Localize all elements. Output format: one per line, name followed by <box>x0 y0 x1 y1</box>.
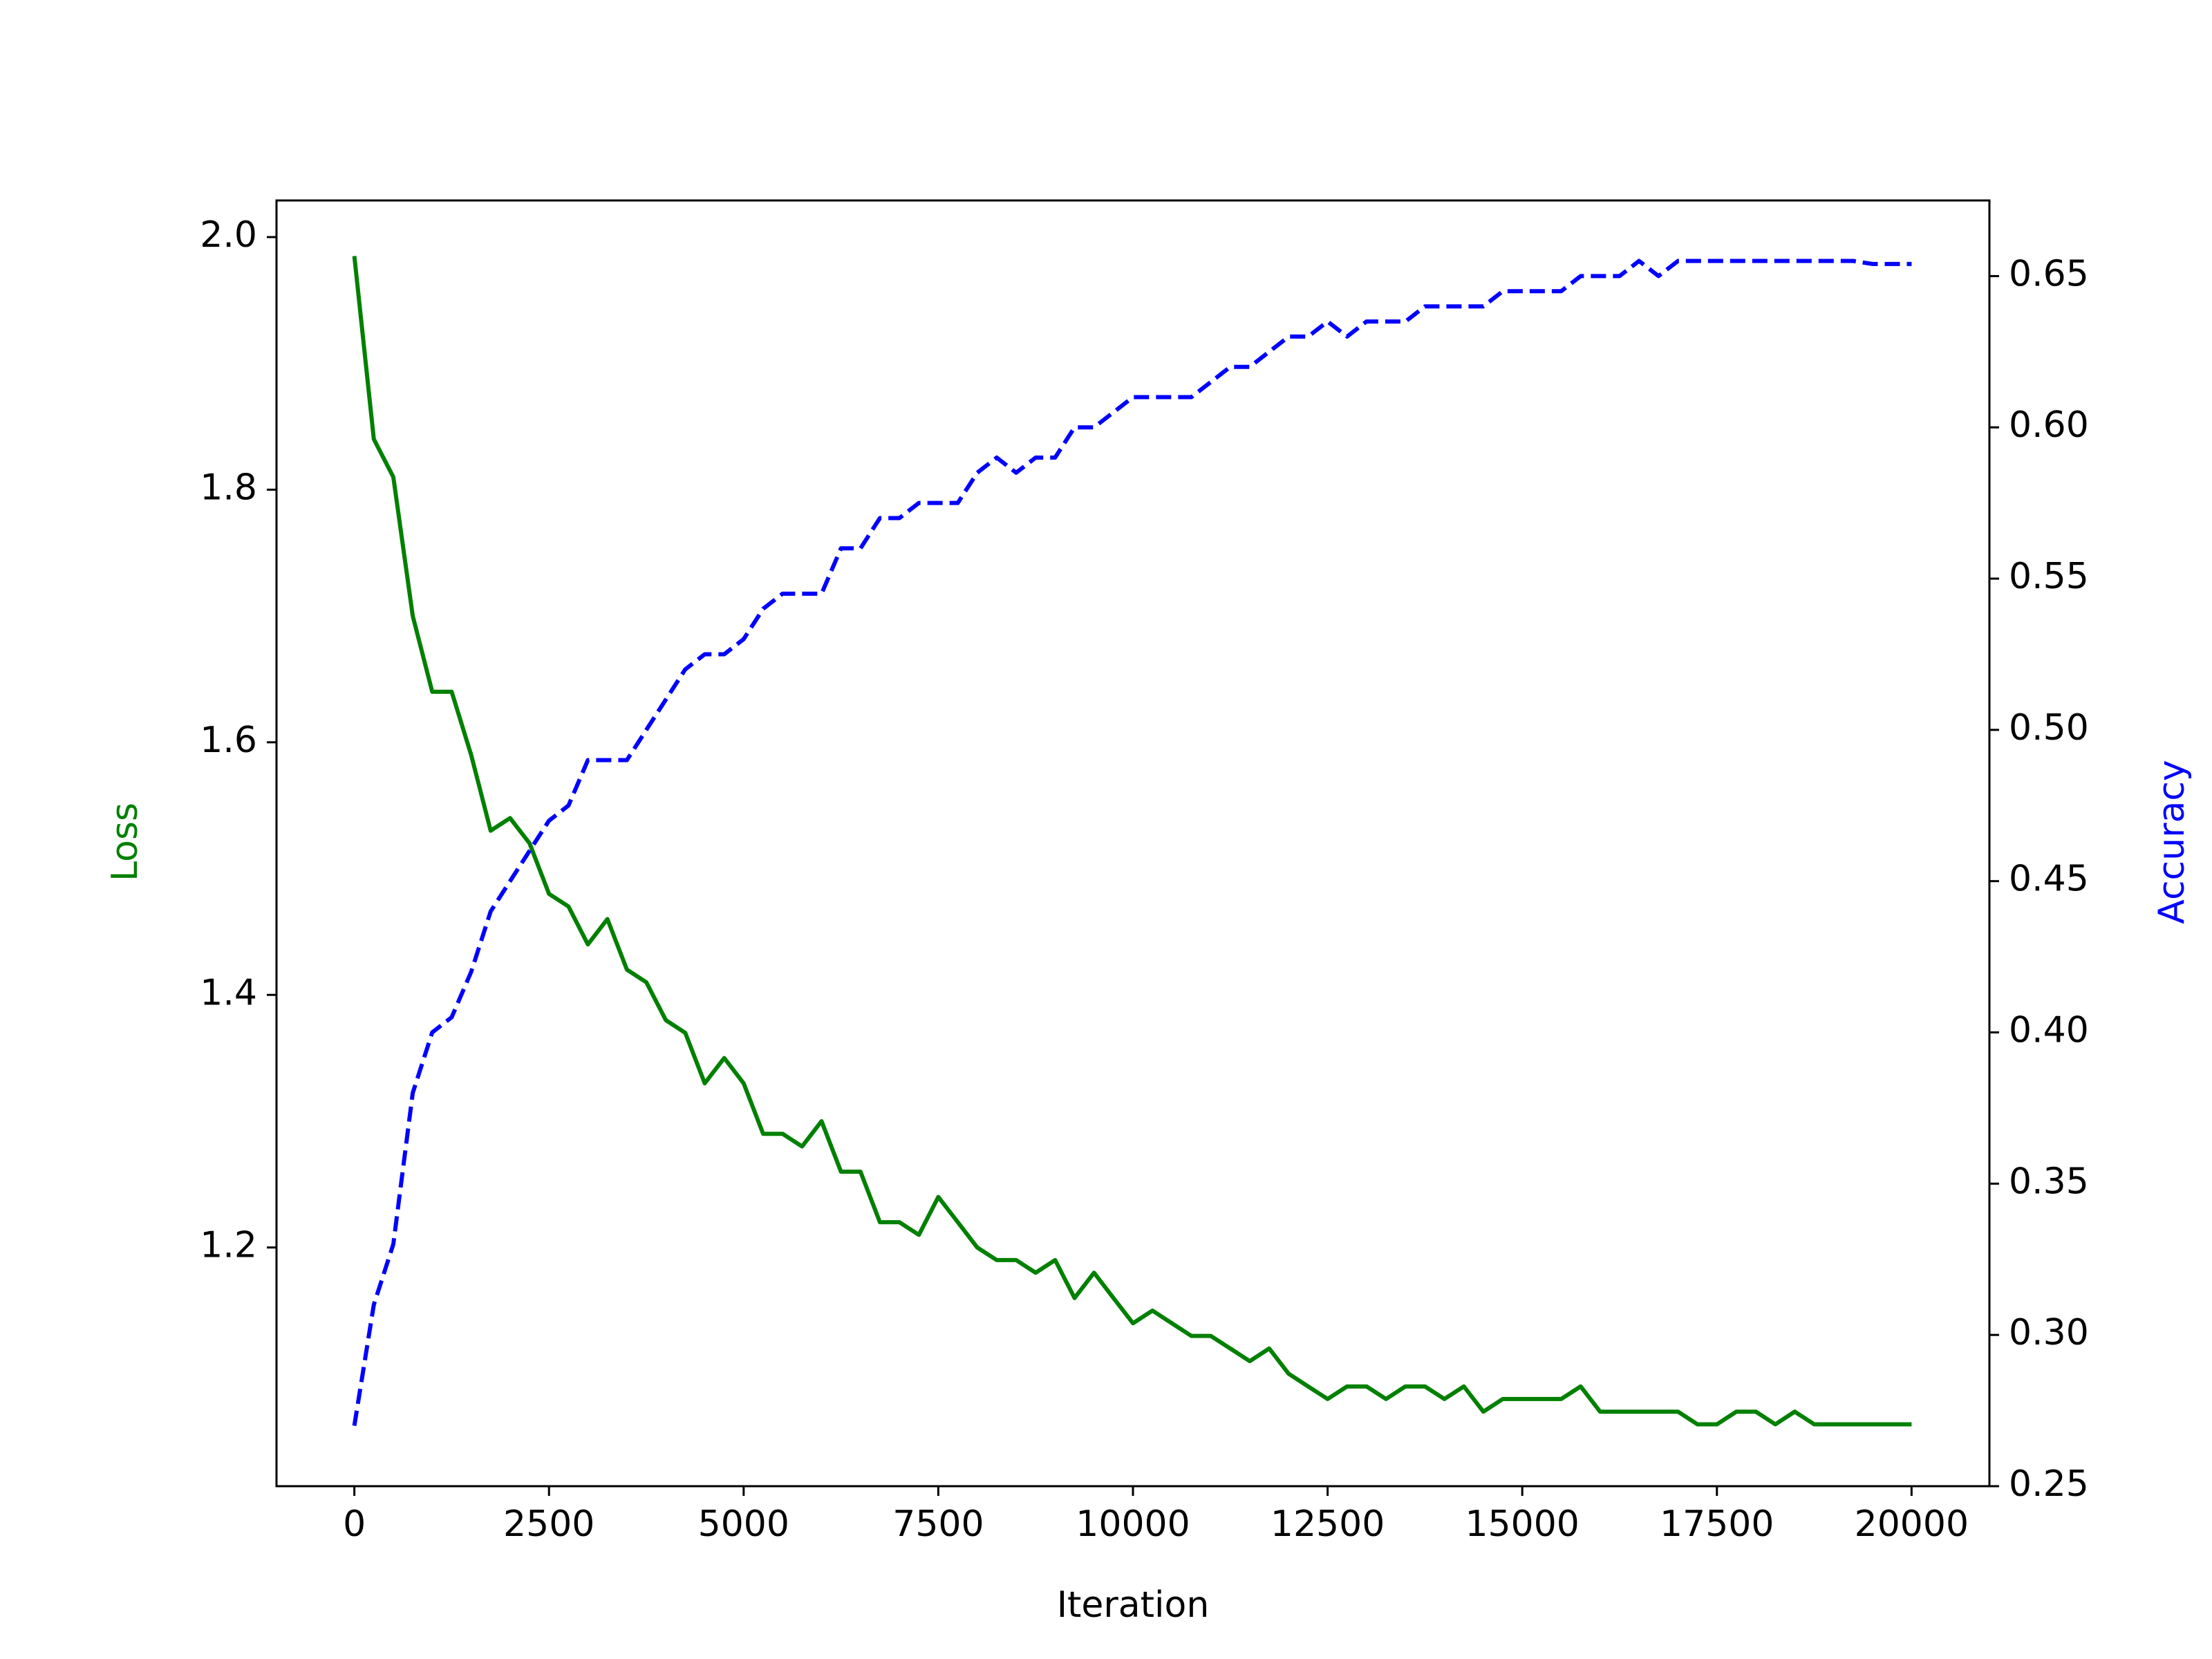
x-tick-label: 7500 <box>892 1503 984 1545</box>
x-tick-label: 15000 <box>1465 1503 1579 1545</box>
y2-tick-label: 0.30 <box>2009 1312 2089 1353</box>
x-tick-label: 17500 <box>1660 1503 1774 1545</box>
x-tick-label: 12500 <box>1271 1503 1385 1545</box>
y2-tick-label: 0.45 <box>2009 859 2089 900</box>
x-axis-label: Iteration <box>1057 1584 1210 1626</box>
x-tick-label: 5000 <box>698 1503 789 1545</box>
x-tick-label: 20000 <box>1855 1503 1969 1545</box>
y2-tick-label: 0.35 <box>2009 1161 2089 1202</box>
y2-tick-label: 0.60 <box>2009 404 2089 446</box>
y2-tick-label: 0.65 <box>2009 253 2089 294</box>
y-tick-label: 1.6 <box>200 720 257 761</box>
y2-tick-label: 0.55 <box>2009 556 2089 597</box>
y2-tick-label: 0.40 <box>2009 1010 2089 1051</box>
plot-frame <box>275 199 1991 1488</box>
y2-axis-label: Accuracy <box>2151 760 2193 924</box>
y-tick-label: 1.2 <box>200 1225 257 1266</box>
series-line <box>352 259 1912 1426</box>
y-tick-label: 1.4 <box>200 972 257 1013</box>
x-tick-label: 10000 <box>1076 1503 1190 1545</box>
y2-tick-label: 0.25 <box>2009 1463 2089 1505</box>
x-tick-label: 0 <box>343 1503 366 1545</box>
y-tick-label: 1.8 <box>200 467 257 508</box>
y2-tick-label: 0.50 <box>2009 707 2089 749</box>
series-line <box>352 256 1912 1427</box>
x-tick-label: 2500 <box>503 1503 594 1545</box>
y-axis-label: Loss <box>104 803 146 881</box>
y-tick-label: 2.0 <box>200 214 257 256</box>
